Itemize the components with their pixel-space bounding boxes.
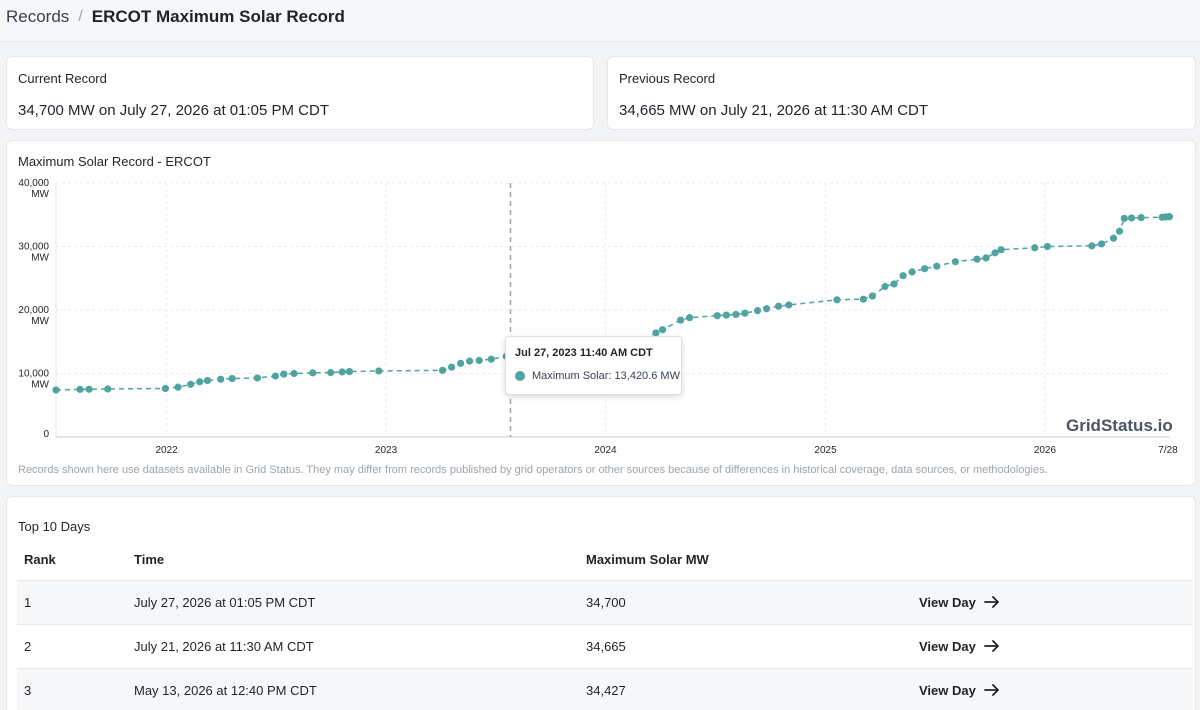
table-row: 3 May 13, 2026 at 12:40 PM CDT 34,427 Vi… [17,668,1192,710]
arrow-right-icon [983,684,999,696]
table-row: 2 July 21, 2026 at 11:30 AM CDT 34,665 V… [17,624,1192,669]
tooltip-series-dot [515,371,525,381]
chart-disclaimer: Records shown here use datasets availabl… [18,464,1048,476]
row-value: 34,665 [579,624,912,669]
row-rank: 2 [17,624,127,669]
column-header-actions [912,540,1192,581]
current-record-card: Current Record 34,700 MW on July 27, 202… [6,56,594,130]
row-rank: 3 [17,668,127,710]
view-day-label: View Day [919,594,976,610]
chart-tooltip: Jul 27, 2023 11:40 AM CDT Maximum Solar:… [505,336,682,395]
view-day-button[interactable]: View Day [919,683,1000,698]
chart-card: Maximum Solar Record - ERCOT Records sho… [6,140,1196,486]
column-header-time[interactable]: Time [127,540,579,581]
arrow-right-icon [983,640,999,652]
tooltip-series-value: 13,420.6 MW [614,370,680,382]
top-days-title: Top 10 Days [18,519,91,534]
current-record-value: 34,700 MW on July 27, 2026 at 01:05 PM C… [18,102,329,119]
current-record-label: Current Record [18,71,107,86]
table-header-row: Rank Time Maximum Solar MW [17,540,1192,581]
tooltip-value: Maximum Solar: 13,420.6 MW [532,370,680,382]
top-days-card: Top 10 Days Rank Time Maximum Solar MW 1… [6,496,1196,710]
view-day-label: View Day [919,682,976,698]
tooltip-series-name: Maximum Solar [532,370,609,382]
view-day-button[interactable]: View Day [919,595,1000,610]
view-day-button[interactable]: View Day [919,639,1000,654]
row-actions: View Day [912,580,1192,625]
column-header-rank[interactable]: Rank [17,540,127,581]
breadcrumb-records-link[interactable]: Records [6,7,70,26]
previous-record-value: 34,665 MW on July 21, 2026 at 11:30 AM C… [619,102,929,119]
table-row: 1 July 27, 2026 at 01:05 PM CDT 34,700 V… [17,580,1192,625]
row-time: July 21, 2026 at 11:30 AM CDT [127,624,579,669]
row-time: May 13, 2026 at 12:40 PM CDT [127,668,579,710]
row-actions: View Day [912,624,1192,669]
previous-record-label: Previous Record [619,71,716,86]
row-rank: 1 [17,580,127,625]
row-value: 34,700 [579,580,912,625]
breadcrumb-separator: / [78,8,83,25]
column-header-max-solar[interactable]: Maximum Solar MW [579,540,912,581]
top-bar: Records / ERCOT Maximum Solar Record [0,0,1200,42]
top-days-table: Rank Time Maximum Solar MW 1 July 27, 20… [17,540,1192,710]
breadcrumb: Records / ERCOT Maximum Solar Record [6,7,345,27]
chart-title: Maximum Solar Record - ERCOT [18,154,211,169]
page-title: ERCOT Maximum Solar Record [91,7,345,26]
previous-record-card: Previous Record 34,665 MW on July 21, 20… [607,56,1196,130]
arrow-right-icon [983,596,999,608]
tooltip-title: Jul 27, 2023 11:40 AM CDT [515,347,653,359]
gridstatus-watermark: GridStatus.io [1066,416,1173,435]
view-day-label: View Day [919,638,976,654]
row-time: July 27, 2026 at 01:05 PM CDT [127,580,579,625]
row-actions: View Day [912,668,1192,710]
row-value: 34,427 [579,668,912,710]
